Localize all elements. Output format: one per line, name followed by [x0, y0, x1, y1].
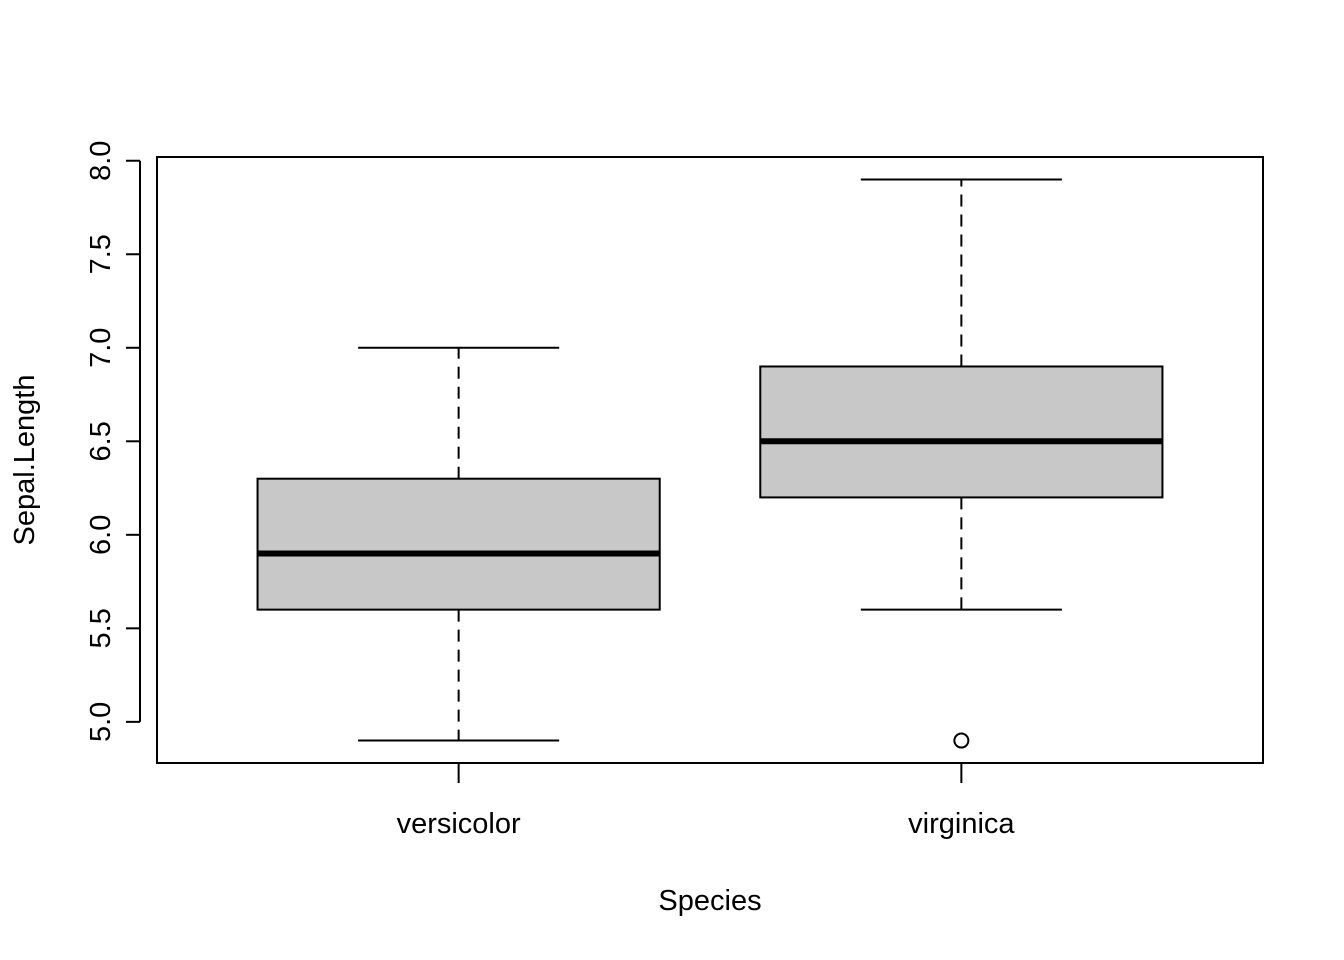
y-tick-label: 8.0 — [85, 141, 117, 181]
y-tick-label: 5.0 — [85, 702, 117, 742]
box-group-versicolor — [256, 346, 661, 742]
x-axis: versicolor virginica — [397, 763, 1015, 840]
y-tick-label: 5.5 — [85, 608, 117, 648]
y-tick-label: 6.0 — [85, 515, 117, 555]
y-axis: 5.0 5.5 6.0 6.5 7.0 7.5 8.0 — [85, 141, 141, 742]
box-group-virginica — [759, 178, 1164, 749]
boxes — [256, 178, 1164, 749]
box-iqr — [256, 477, 661, 611]
box-iqr — [759, 365, 1164, 499]
y-tick-label: 6.5 — [85, 421, 117, 461]
plot-frame — [156, 156, 1264, 764]
y-tick-label: 7.5 — [85, 234, 117, 274]
x-tick-label-versicolor: versicolor — [397, 808, 521, 840]
outlier-point — [953, 732, 970, 749]
x-axis-title: Species — [658, 885, 761, 917]
y-axis-title: Sepal.Length — [9, 375, 41, 546]
y-tick-label: 7.0 — [85, 328, 117, 368]
x-tick-label-virginica: virginica — [908, 808, 1015, 840]
